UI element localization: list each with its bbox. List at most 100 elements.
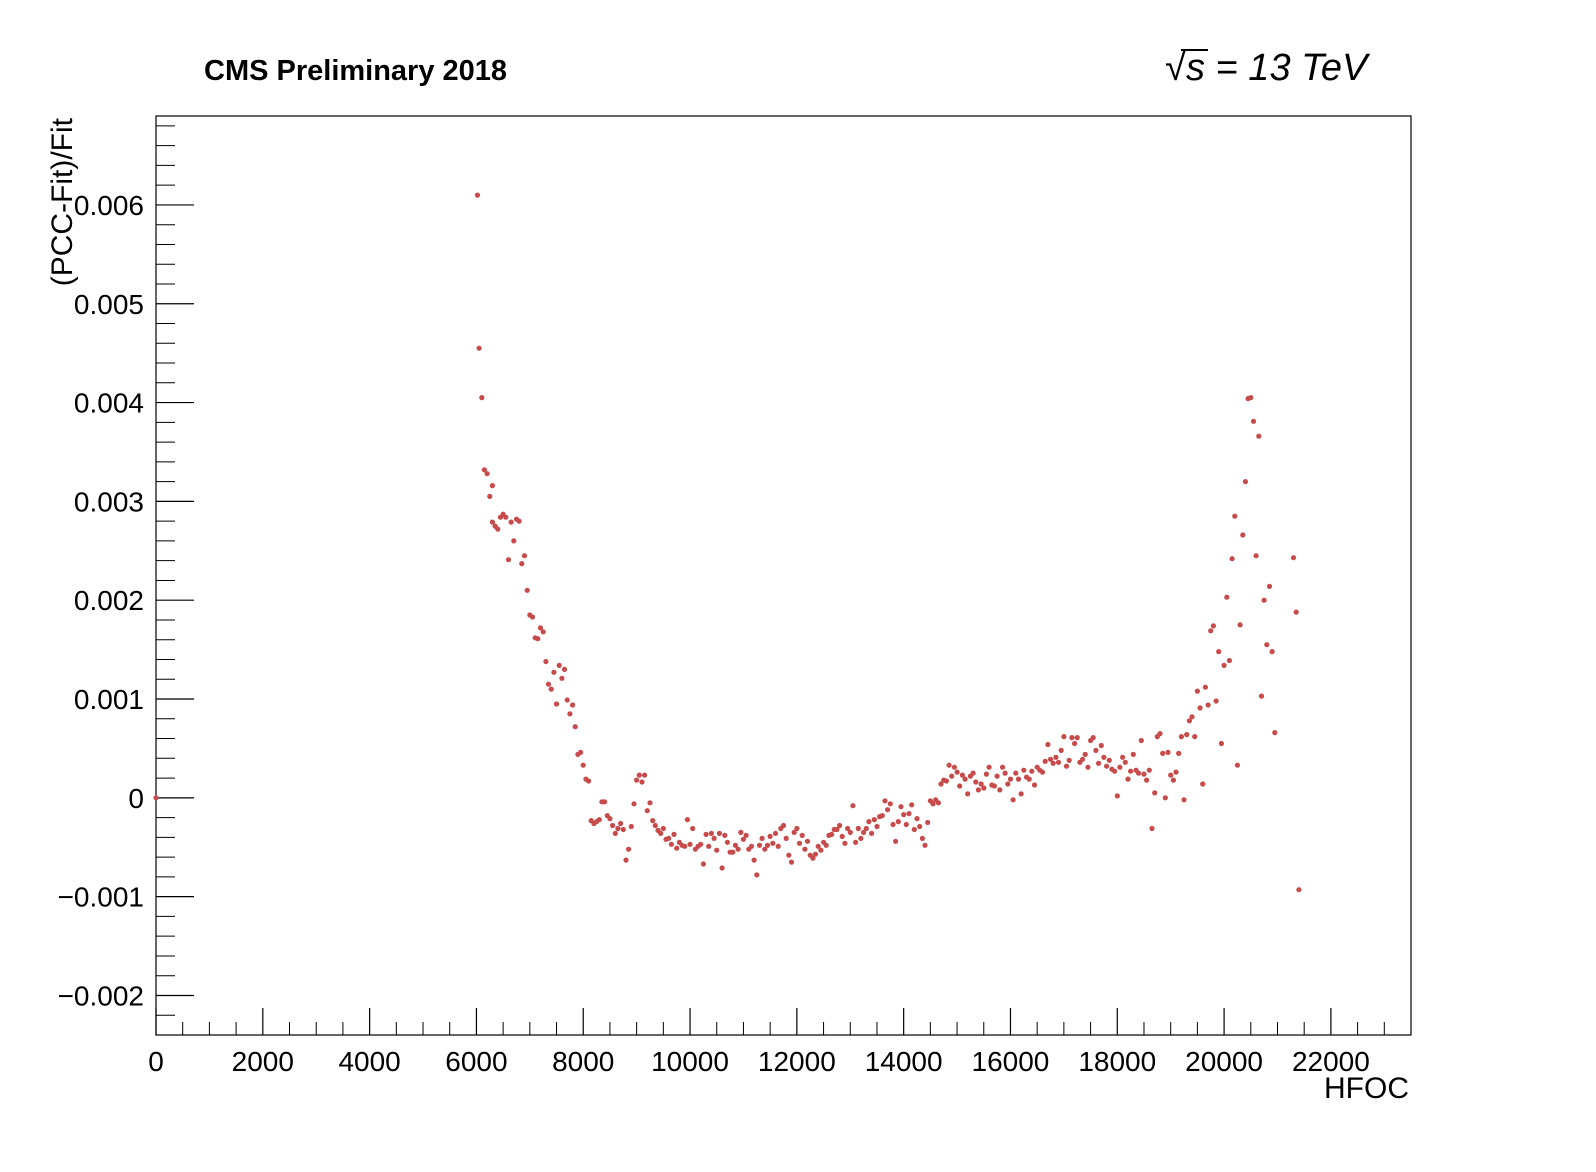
data-point [1208,628,1214,634]
y-tick-label: −0.001 [58,882,144,913]
data-point [639,779,645,785]
data-point [983,771,990,777]
data-point [626,846,632,852]
data-point [708,830,715,837]
data-point [1053,754,1059,760]
data-point [1272,730,1278,736]
data-point [1141,771,1147,777]
data-point [711,835,717,842]
data-point [1232,513,1238,519]
data-point [647,800,653,806]
data-point [1066,757,1072,763]
x-axis-label: HFOC [1324,1072,1409,1105]
data-point [1063,763,1070,769]
data-point [1021,767,1027,773]
data-point [935,800,942,806]
data-point [1248,395,1254,401]
data-point [551,669,557,675]
data-point [652,822,658,829]
data-point [858,835,864,842]
data-point [476,345,482,351]
data-point [489,483,495,489]
data-point [943,778,950,784]
data-point [735,846,741,852]
data-point [999,764,1006,770]
data-point [1104,763,1110,769]
data-point [1200,781,1206,787]
data-point [1130,751,1136,758]
data-point [1192,734,1198,740]
data-point [540,629,546,635]
data-point [1146,767,1152,773]
data-point [997,787,1003,793]
data-point [890,821,896,828]
data-point [612,830,618,837]
data-point [495,526,501,532]
data-point [505,557,512,563]
data-point [1096,760,1102,766]
data-point [770,840,776,846]
data-point [780,822,787,829]
data-point [1264,642,1270,648]
data-point [799,832,805,839]
data-point [714,847,720,853]
x-tick-label: 14000 [865,1046,943,1077]
data-point [719,865,725,871]
data-point [1055,759,1062,765]
energy-label-group: √ s = 13 TeV [1165,47,1371,89]
data-point [981,785,987,791]
data-point [674,845,680,851]
data-point [1176,750,1182,757]
x-tick-label: 18000 [1078,1046,1156,1077]
data-point [690,825,696,832]
data-point [722,832,728,839]
data-point [1061,734,1067,740]
data-point [885,807,891,813]
data-point [812,851,819,857]
data-point [837,822,843,829]
data-point [511,538,517,544]
data-point [1149,825,1155,832]
data-point [1117,764,1123,770]
data-point [954,769,960,775]
data-point [938,781,944,787]
data-point [628,823,634,830]
data-point [529,614,536,620]
data-point [481,467,487,473]
data-point [1234,762,1240,768]
data-point [607,816,613,822]
data-point [521,553,528,559]
data-point [1007,776,1014,782]
data-point [887,801,893,807]
data-point [519,561,525,567]
data-point [786,852,792,858]
data-point [764,842,771,848]
data-point [1112,768,1118,774]
data-point [1216,649,1222,655]
data-point [570,702,576,708]
data-point [738,829,744,836]
data-point [153,795,159,801]
data-point [1138,737,1144,744]
data-point [986,764,992,770]
data-point [911,826,917,833]
data-point [586,778,592,784]
y-tick-label: 0.001 [74,684,144,715]
y-axis-label: (PCC-Fit)/Fit [46,117,79,286]
data-point [1170,777,1176,783]
data-point [901,812,907,818]
data-point [1210,623,1216,629]
data-point [1010,797,1016,803]
data-point [1240,532,1246,538]
data-point [740,836,747,842]
data-point [1266,583,1273,590]
data-point [668,841,675,847]
data-point [636,772,642,778]
data-point [1039,769,1046,775]
data-point [1250,418,1257,424]
data-point [580,762,586,768]
data-point [1226,657,1232,664]
y-tick-label: 0.006 [74,190,144,221]
data-point [925,819,931,826]
data-point [994,773,1000,779]
